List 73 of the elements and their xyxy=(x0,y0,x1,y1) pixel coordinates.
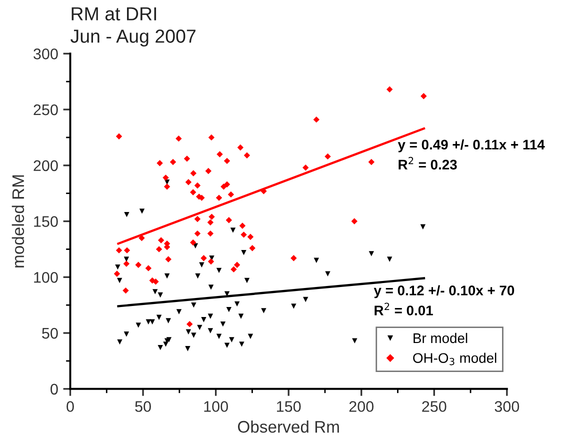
y-tick-label: 0 xyxy=(50,384,58,395)
annotation: R$^{2}$ = 0.23 xyxy=(398,156,457,170)
point xyxy=(303,296,308,302)
point xyxy=(244,278,250,284)
point xyxy=(226,306,232,312)
point xyxy=(124,212,130,218)
x-axis-title: Observed Rm xyxy=(238,420,339,433)
y-tick-label: 250 xyxy=(34,104,58,116)
point xyxy=(152,289,158,294)
point xyxy=(216,334,222,339)
chart-subtitle: Jun - Aug 2007 xyxy=(70,30,196,47)
point xyxy=(291,304,296,309)
point xyxy=(158,292,163,298)
point xyxy=(239,342,244,347)
point xyxy=(208,284,214,290)
point xyxy=(241,250,246,256)
point xyxy=(199,262,204,268)
x-tick-label: 100 xyxy=(204,401,228,412)
y-axis-title: modeled RM xyxy=(12,175,24,268)
point xyxy=(116,278,122,284)
point xyxy=(166,318,171,324)
x-tick-label: 200 xyxy=(349,401,374,412)
x-tick-label: 0 xyxy=(66,401,74,412)
point xyxy=(234,301,240,307)
point xyxy=(325,271,330,276)
point xyxy=(216,268,222,274)
point xyxy=(124,332,130,337)
y-tick-label: 200 xyxy=(34,160,58,172)
point xyxy=(150,319,155,324)
point xyxy=(224,342,230,348)
point xyxy=(197,324,202,330)
point xyxy=(191,302,196,308)
point xyxy=(208,314,214,319)
y-tick-label: 150 xyxy=(34,216,58,227)
point xyxy=(164,273,170,279)
point xyxy=(248,334,254,339)
point xyxy=(115,264,120,270)
point xyxy=(352,338,358,344)
x-tick-label: 50 xyxy=(135,401,151,412)
point xyxy=(186,329,192,334)
point xyxy=(420,224,426,230)
point xyxy=(191,332,196,338)
point xyxy=(387,256,392,262)
x-tick-label: 150 xyxy=(277,401,301,412)
x-tick-label: 250 xyxy=(422,401,446,412)
point xyxy=(136,322,141,328)
point xyxy=(195,273,200,279)
annotation: y = 0.12 +/- 0.10x + 70 xyxy=(374,285,514,298)
point xyxy=(238,314,244,319)
point xyxy=(201,317,206,322)
legend-label: Br model xyxy=(414,332,468,344)
point xyxy=(156,314,162,320)
point xyxy=(368,251,374,256)
x-tick-label: 300 xyxy=(494,401,520,412)
chart-title: RM at DRI xyxy=(72,7,156,20)
point xyxy=(146,319,152,324)
annotation: R$^{2}$ = 0.01 xyxy=(374,302,433,316)
point xyxy=(176,309,182,314)
legend-label: OH-O$_{3}$ model xyxy=(413,352,496,366)
point xyxy=(230,228,236,233)
point xyxy=(139,208,145,214)
point xyxy=(185,346,190,352)
y-tick-label: 50 xyxy=(42,328,58,339)
point xyxy=(229,337,234,342)
point xyxy=(158,344,163,350)
point xyxy=(124,256,130,262)
point xyxy=(117,339,122,345)
point xyxy=(208,328,214,334)
point xyxy=(261,308,266,314)
point xyxy=(220,321,226,327)
y-tick-label: 100 xyxy=(34,272,58,283)
annotation: y = 0.49 +/- 0.11x + 114 xyxy=(398,139,545,152)
y-tick-label: 300 xyxy=(34,48,58,60)
